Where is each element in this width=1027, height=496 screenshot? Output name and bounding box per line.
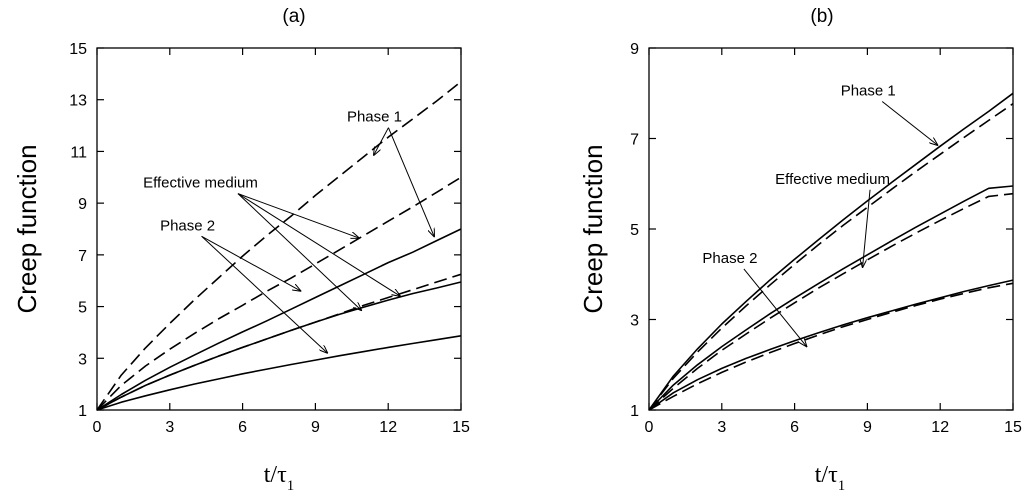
series-phase-1-dashed-line [96,80,462,411]
annotation-effective-medium: Effective medium [775,171,890,188]
x-tick-label: 12 [379,419,397,436]
series-phase-2-solid-line [96,335,462,411]
y-axis-label: Creep function [12,144,42,313]
x-tick-label: 9 [311,419,320,436]
plot-frame [96,47,462,411]
y-tick-label: 3 [78,351,87,368]
annotation-arrow [201,235,328,353]
panel-label: (a) [282,6,305,27]
annotation-arrow [863,189,871,268]
y-tick-label: 9 [78,196,87,213]
x-axis-label: t/τ1 [264,462,294,494]
series-effective-medium-dashed-line [648,192,1014,411]
y-tick-label: 5 [78,300,87,317]
x-tick-label: 12 [931,419,949,436]
y-tick-label: 13 [69,93,87,110]
x-tick-label: 3 [165,419,174,436]
annotation-effective-medium: Effective medium [143,175,258,192]
annotation-phase-2: Phase 2 [702,250,757,267]
x-tick-label: 6 [238,419,247,436]
y-tick-label: 15 [69,41,87,58]
panel-label: (b) [810,6,833,27]
series-effective-medium-solid-line [96,281,462,411]
series-phase-2-dashed-line [648,282,1014,411]
y-tick-label: 9 [630,41,639,58]
chart-panel-b: (b) 0 3 6 9 12 15 1 3 5 7 9 Creep function t/τ1 Phase … [578,6,1022,494]
y-tick-label: 7 [78,248,87,265]
x-tick-label: 3 [717,419,726,436]
x-tick-label: 9 [863,419,872,436]
series-effective-medium-dashed-line [96,176,462,411]
annotation-phase-1: Phase 1 [841,83,896,100]
x-tick-label: 15 [1004,419,1022,436]
annotation-arrow [374,127,389,156]
x-tick-label: 15 [452,419,470,436]
y-tick-label: 5 [630,222,639,239]
annotation-arrow [237,193,400,297]
y-tick-label: 1 [78,403,87,420]
y-axis-label: Creep function [578,144,608,313]
annotation-arrow [201,235,301,291]
annotation-arrow [237,193,359,238]
x-tick-label: 0 [645,419,654,436]
y-tick-label: 7 [630,132,639,149]
annotation-phase-2: Phase 2 [160,217,215,234]
y-tick-label: 1 [630,403,639,420]
series-phase-1-solid-line [96,228,462,411]
annotation-arrow [237,193,362,311]
x-tick-label: 0 [93,419,102,436]
series-phase-1-dashed-line [648,103,1014,411]
series-phase-1-solid-line [648,92,1014,411]
x-axis-label: t/τ1 [815,462,845,494]
series-effective-medium-solid-line [648,185,1014,411]
x-tick-label: 6 [790,419,799,436]
annotation-arrow [387,127,434,237]
annotation-arrow [881,101,938,146]
annotation-arrow [743,268,807,347]
y-tick-label: 11 [70,144,87,161]
series-phase-2-solid-line [648,279,1014,411]
y-tick-label: 3 [630,313,639,330]
annotation-phase-1: Phase 1 [347,109,402,126]
